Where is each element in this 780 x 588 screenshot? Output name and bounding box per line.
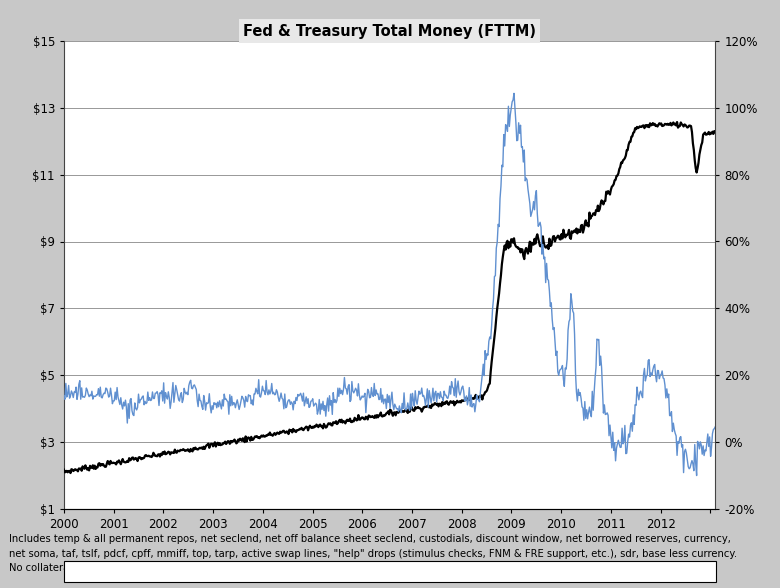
Text: Fed & Treasury total money supply, trillions: Fed & Treasury total money supply, trill…	[94, 566, 330, 577]
Text: ——: ——	[70, 565, 95, 578]
Text: Annual change rate,13 wk MA (rhs): Annual change rate,13 wk MA (rhs)	[446, 566, 638, 577]
Text: ——: ——	[423, 565, 448, 578]
Title: Fed & Treasury Total Money (FTTM): Fed & Treasury Total Money (FTTM)	[243, 24, 536, 39]
Text: net soma, taf, tslf, pdcf, cpff, mmiff, top, tarp, active swap lines, "help" dro: net soma, taf, tslf, pdcf, cpff, mmiff, …	[9, 549, 737, 559]
Text: Includes temp & all permanent repos, net seclend, net off balance sheet seclend,: Includes temp & all permanent repos, net…	[9, 534, 731, 544]
Text: No collateral quality adjustments.: No collateral quality adjustments.	[9, 563, 179, 573]
